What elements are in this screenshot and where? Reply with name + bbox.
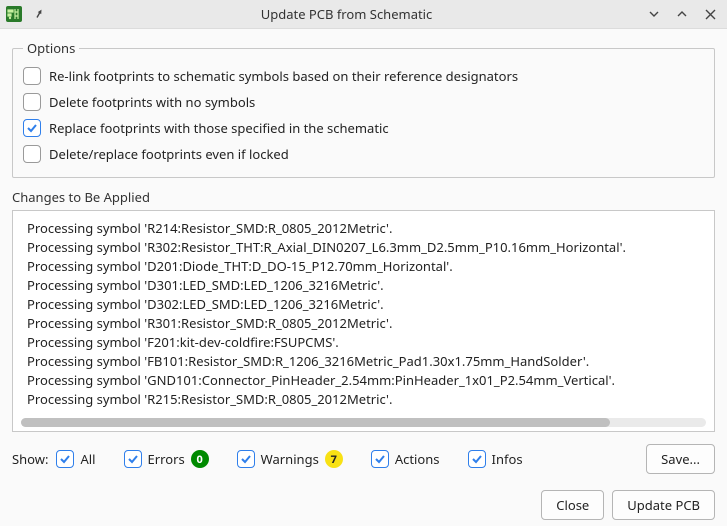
- filter-infos: Infos: [468, 450, 523, 468]
- option-checkbox[interactable]: [23, 93, 41, 111]
- option-checkbox[interactable]: [23, 145, 41, 163]
- show-label: Show:: [12, 450, 48, 468]
- filter-actions-checkbox[interactable]: [371, 450, 389, 468]
- filter-actions-label: Actions: [395, 450, 440, 468]
- filter-errors-checkbox[interactable]: [124, 450, 142, 468]
- filter-errors-label: Errors: [148, 450, 185, 468]
- log-line: Processing symbol 'GND101:Connector_PinH…: [27, 371, 700, 390]
- option-label: Delete footprints with no symbols: [49, 93, 255, 111]
- filter-row: Show: All Errors 0 Warnings 7 Act: [12, 444, 715, 474]
- log-line: Processing symbol 'R302:Resistor_THT:R_A…: [27, 238, 700, 257]
- log-line: Processing symbol 'D302:LED_SMD:LED_1206…: [27, 295, 700, 314]
- option-label: Re-link footprints to schematic symbols …: [49, 67, 518, 85]
- changes-log: Processing symbol 'R214:Resistor_SMD:R_0…: [12, 210, 715, 432]
- option-row: Delete footprints with no symbols: [23, 89, 704, 115]
- filter-infos-checkbox[interactable]: [468, 450, 486, 468]
- option-label: Replace footprints with those specified …: [49, 119, 389, 137]
- options-group: Options Re-link footprints to schematic …: [12, 39, 715, 178]
- filter-all: All: [56, 450, 95, 468]
- option-label: Delete/replace footprints even if locked: [49, 145, 289, 163]
- option-checkbox[interactable]: [23, 67, 41, 85]
- options-legend: Options: [23, 39, 79, 57]
- log-line: Processing symbol 'F201:kit-dev-coldfire…: [27, 333, 700, 352]
- log-line: Processing symbol 'FB101:Resistor_SMD:R_…: [27, 352, 700, 371]
- option-row: Delete/replace footprints even if locked: [23, 141, 704, 167]
- close-dialog-button[interactable]: Close: [541, 490, 604, 520]
- log-line: Processing symbol 'J201:kit-dev-coldfire…: [27, 409, 700, 411]
- dialog-content: Options Re-link footprints to schematic …: [0, 29, 727, 526]
- filter-errors: Errors 0: [124, 450, 209, 468]
- log-line: Processing symbol 'R215:Resistor_SMD:R_0…: [27, 390, 700, 409]
- titlebar: Update PCB from Schematic: [0, 0, 727, 29]
- app-icon: [6, 6, 22, 22]
- close-button[interactable]: [699, 3, 721, 25]
- option-checkbox[interactable]: [23, 119, 41, 137]
- maximize-button[interactable]: [671, 3, 693, 25]
- warnings-count-badge: 7: [325, 450, 343, 468]
- log-text[interactable]: Processing symbol 'R214:Resistor_SMD:R_0…: [17, 217, 710, 411]
- window-title: Update PCB from Schematic: [56, 5, 637, 23]
- pin-button[interactable]: [28, 3, 50, 25]
- errors-count-badge: 0: [191, 450, 209, 468]
- scrollbar-thumb[interactable]: [21, 418, 610, 427]
- save-button[interactable]: Save...: [646, 444, 715, 474]
- filter-warnings-label: Warnings: [261, 450, 319, 468]
- filter-warnings: Warnings 7: [237, 450, 343, 468]
- filter-all-checkbox[interactable]: [56, 450, 74, 468]
- option-row: Replace footprints with those specified …: [23, 115, 704, 141]
- log-line: Processing symbol 'D201:Diode_THT:D_DO-1…: [27, 257, 700, 276]
- horizontal-scrollbar[interactable]: [21, 418, 706, 427]
- log-line: Processing symbol 'R214:Resistor_SMD:R_0…: [27, 219, 700, 238]
- filter-warnings-checkbox[interactable]: [237, 450, 255, 468]
- button-row: Close Update PCB: [12, 490, 715, 520]
- changes-label: Changes to Be Applied: [12, 188, 715, 206]
- filter-actions: Actions: [371, 450, 440, 468]
- update-pcb-button[interactable]: Update PCB: [612, 490, 715, 520]
- option-row: Re-link footprints to schematic symbols …: [23, 63, 704, 89]
- log-line: Processing symbol 'R301:Resistor_SMD:R_0…: [27, 314, 700, 333]
- minimize-button[interactable]: [643, 3, 665, 25]
- log-line: Processing symbol 'D301:LED_SMD:LED_1206…: [27, 276, 700, 295]
- filter-infos-label: Infos: [492, 450, 523, 468]
- filter-all-label: All: [80, 450, 95, 468]
